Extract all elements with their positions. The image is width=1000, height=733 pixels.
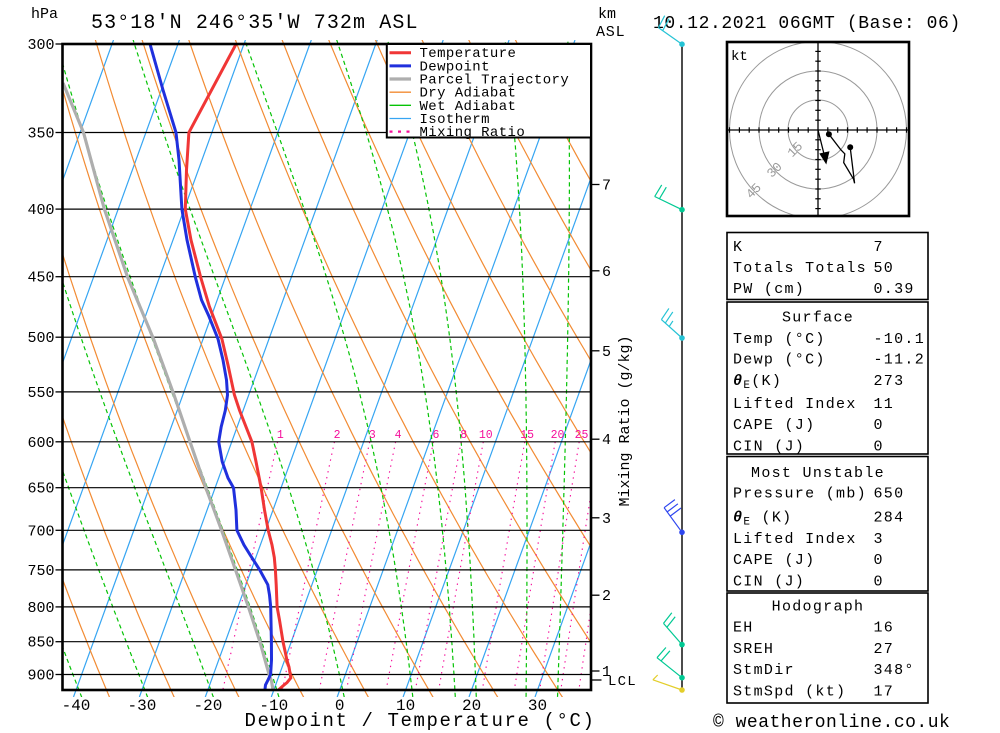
svg-text:650: 650 — [27, 481, 54, 498]
svg-text:Isotherm: Isotherm — [420, 112, 490, 128]
svg-text:Dewpoint: Dewpoint — [420, 59, 490, 75]
svg-text:16: 16 — [874, 620, 895, 637]
svg-text:550: 550 — [27, 385, 54, 402]
svg-text:Mixing Ratio: Mixing Ratio — [420, 125, 526, 141]
svg-text:800: 800 — [27, 600, 54, 617]
svg-text:Dewp (°C): Dewp (°C) — [733, 352, 826, 369]
svg-text:Temperature: Temperature — [420, 46, 517, 62]
svg-text:8: 8 — [460, 429, 467, 442]
svg-text:15: 15 — [520, 429, 534, 442]
svg-text:1: 1 — [277, 429, 284, 442]
svg-text:7: 7 — [602, 178, 611, 195]
svg-text:0.39: 0.39 — [874, 281, 915, 298]
svg-text:20: 20 — [551, 429, 565, 442]
svg-text:284: 284 — [874, 510, 905, 527]
svg-text:-30: -30 — [127, 697, 156, 715]
svg-text:3: 3 — [369, 429, 376, 442]
svg-text:Temp (°C): Temp (°C) — [733, 331, 826, 348]
svg-text:θE (K): θE (K) — [733, 510, 792, 529]
svg-text:2: 2 — [334, 429, 341, 442]
svg-text:Lifted Index: Lifted Index — [733, 531, 857, 548]
svg-text:0: 0 — [874, 417, 884, 434]
svg-text:Totals Totals: Totals Totals — [733, 260, 867, 277]
svg-text:0: 0 — [874, 552, 884, 569]
svg-text:850: 850 — [27, 635, 54, 652]
svg-text:500: 500 — [27, 330, 54, 347]
svg-text:StmSpd (kt): StmSpd (kt) — [733, 683, 846, 700]
svg-text:StmDir: StmDir — [733, 662, 795, 679]
svg-text:300: 300 — [27, 37, 54, 54]
svg-text:-10: -10 — [259, 697, 288, 715]
svg-text:273: 273 — [874, 373, 905, 390]
svg-text:0: 0 — [874, 439, 884, 456]
svg-text:650: 650 — [874, 486, 905, 503]
svg-text:348°: 348° — [874, 662, 915, 679]
svg-text:1: 1 — [602, 664, 611, 681]
svg-text:ASL: ASL — [596, 24, 625, 41]
svg-text:Lifted Index: Lifted Index — [733, 396, 857, 413]
svg-text:6: 6 — [602, 264, 611, 281]
svg-text:© weatheronline.co.uk: © weatheronline.co.uk — [713, 713, 950, 733]
svg-text:20: 20 — [462, 697, 481, 715]
svg-text:Parcel Trajectory: Parcel Trajectory — [420, 73, 570, 89]
svg-text:K: K — [733, 239, 743, 256]
svg-text:Hodograph: Hodograph — [772, 599, 865, 616]
svg-text:4: 4 — [395, 429, 402, 442]
svg-text:700: 700 — [27, 523, 54, 540]
svg-text:350: 350 — [27, 126, 54, 143]
svg-text:km: km — [598, 6, 616, 23]
svg-text:SREH: SREH — [733, 641, 774, 658]
svg-text:Surface: Surface — [782, 310, 854, 327]
svg-text:7: 7 — [874, 239, 884, 256]
svg-text:30: 30 — [528, 697, 547, 715]
svg-text:450: 450 — [27, 270, 54, 287]
svg-text:LCL: LCL — [608, 674, 637, 690]
svg-text:Dry Adiabat: Dry Adiabat — [420, 86, 517, 102]
svg-text:4: 4 — [602, 432, 611, 449]
svg-text:Pressure (mb): Pressure (mb) — [733, 486, 867, 503]
svg-text:Most Unstable: Most Unstable — [751, 465, 885, 482]
svg-text:CIN (J): CIN (J) — [733, 573, 805, 590]
svg-text:Dewpoint / Temperature (°C): Dewpoint / Temperature (°C) — [244, 710, 595, 732]
svg-text:25: 25 — [575, 429, 589, 442]
svg-text:600: 600 — [27, 435, 54, 452]
svg-text:5: 5 — [602, 344, 611, 361]
svg-text:750: 750 — [27, 563, 54, 580]
svg-text:17: 17 — [874, 683, 895, 700]
svg-text:27: 27 — [874, 641, 895, 658]
svg-text:0: 0 — [874, 573, 884, 590]
svg-text:θE(K): θE(K) — [733, 373, 782, 392]
svg-text:PW (cm): PW (cm) — [733, 281, 805, 298]
svg-text:53°18'N 246°35'W 732m ASL: 53°18'N 246°35'W 732m ASL — [91, 12, 419, 35]
svg-text:Wet Adiabat: Wet Adiabat — [420, 99, 517, 115]
svg-text:11: 11 — [874, 396, 895, 413]
svg-text:0: 0 — [335, 697, 345, 715]
svg-text:10: 10 — [396, 697, 415, 715]
svg-text:50: 50 — [874, 260, 895, 277]
svg-text:-40: -40 — [62, 697, 91, 715]
svg-text:kt: kt — [731, 49, 748, 65]
svg-text:-11.2: -11.2 — [874, 352, 926, 369]
svg-text:2: 2 — [602, 588, 611, 605]
svg-text:10: 10 — [479, 429, 493, 442]
svg-text:-20: -20 — [193, 697, 222, 715]
svg-text:CAPE (J): CAPE (J) — [733, 552, 815, 569]
svg-text:10.12.2021 06GMT (Base: 06): 10.12.2021 06GMT (Base: 06) — [653, 14, 961, 34]
svg-text:400: 400 — [27, 202, 54, 219]
svg-text:hPa: hPa — [31, 6, 58, 23]
svg-text:-10.1: -10.1 — [874, 331, 926, 348]
svg-text:EH: EH — [733, 620, 754, 637]
svg-text:6: 6 — [432, 429, 439, 442]
svg-text:Mixing Ratio (g/kg): Mixing Ratio (g/kg) — [617, 335, 634, 506]
svg-text:CIN (J): CIN (J) — [733, 439, 805, 456]
svg-text:3: 3 — [874, 531, 884, 548]
svg-text:CAPE (J): CAPE (J) — [733, 417, 815, 434]
svg-text:900: 900 — [27, 668, 54, 685]
svg-text:3: 3 — [602, 511, 611, 528]
